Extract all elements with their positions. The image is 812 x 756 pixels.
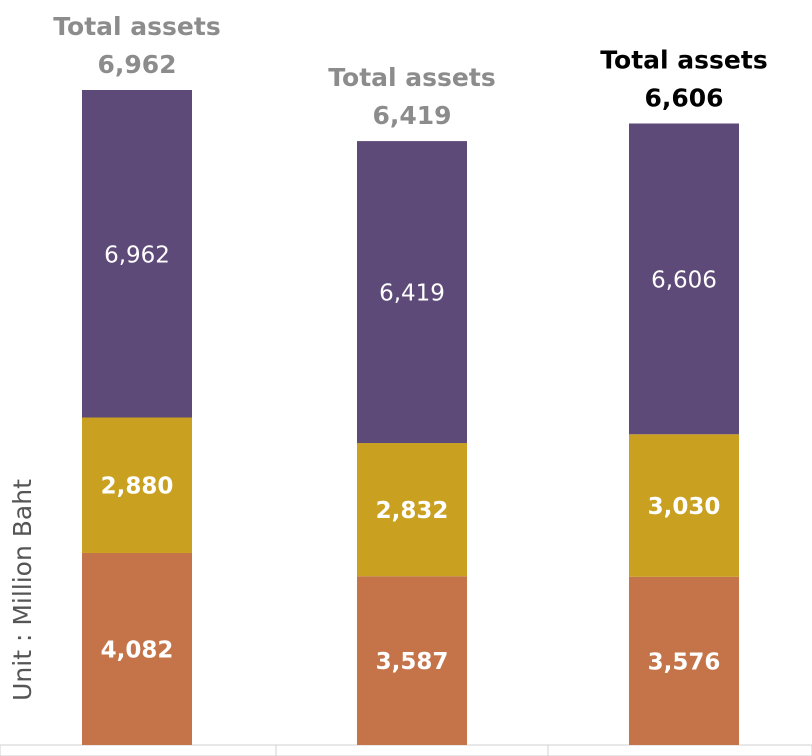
- bar-segment: [357, 443, 467, 577]
- bar-segment: [357, 576, 467, 745]
- value-label: 3,576: [648, 649, 721, 675]
- total-label-title: Total assets: [53, 12, 220, 41]
- total-label-value: 6,419: [372, 101, 451, 130]
- value-label: 3,030: [648, 494, 721, 520]
- bar-segment: [82, 90, 192, 418]
- value-label: 3,587: [376, 649, 449, 675]
- value-label: 2,880: [101, 474, 174, 500]
- total-label-value: 6,606: [644, 83, 723, 112]
- table-row: [0, 744, 812, 756]
- bar-segment: [82, 417, 192, 553]
- value-label: 4,082: [101, 637, 174, 663]
- total-label-title: Total assets: [328, 63, 495, 92]
- value-label: 2,832: [376, 498, 449, 524]
- total-label-title: Total assets: [600, 45, 767, 74]
- bar-segment: [629, 434, 739, 577]
- bar-segment: [629, 576, 739, 745]
- value-label: 6,606: [651, 267, 717, 293]
- bar-segment: [357, 141, 467, 444]
- total-label-value: 6,962: [97, 50, 176, 79]
- y-axis-label: Unit : Million Baht: [8, 479, 37, 701]
- value-label: 6,419: [379, 281, 445, 307]
- bar-segment: [629, 123, 739, 435]
- bar-segment: [82, 552, 192, 745]
- value-label: 6,962: [104, 242, 170, 268]
